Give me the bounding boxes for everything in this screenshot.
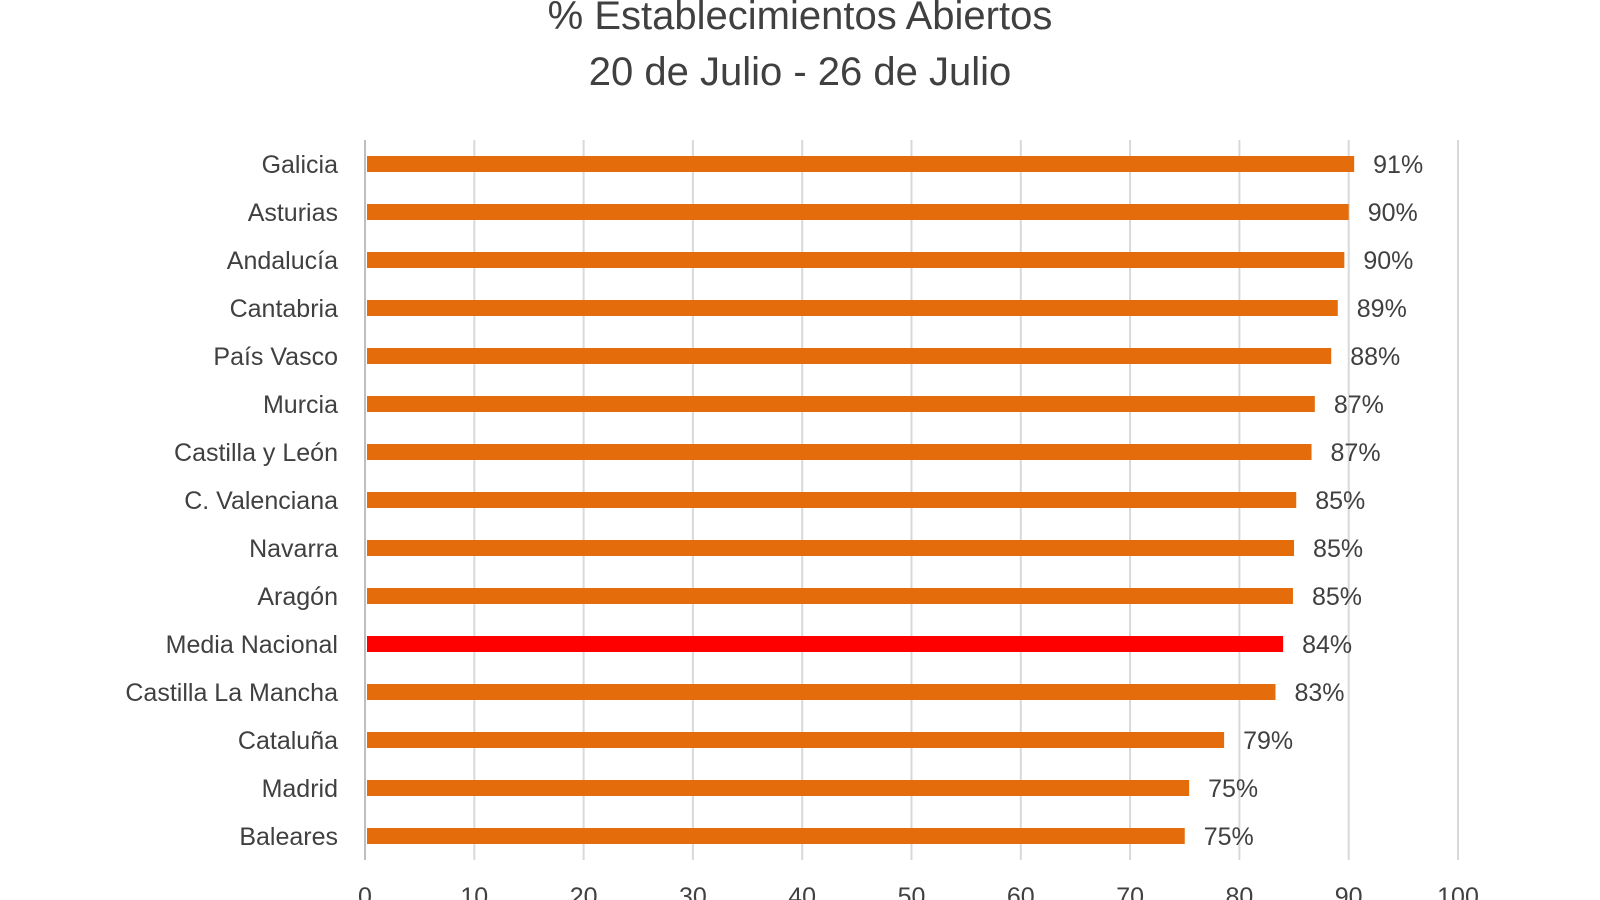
category-label: Castilla La Mancha [125,679,338,707]
value-label: 75% [1208,775,1258,803]
bar [367,780,1190,796]
x-tick-label: 90 [1335,883,1363,900]
category-label: Cataluña [238,727,338,755]
x-tick-label: 10 [460,883,488,900]
x-axis-tick-labels: 0 10 20 30 40 50 60 70 80 90 100 [358,883,1479,900]
bar [367,492,1297,508]
value-label: 79% [1243,727,1293,755]
bar [367,204,1349,220]
value-label: 87% [1334,391,1384,419]
value-labels: 91% 90% 90% 89% 88% 87% 87% 85% 85% 85% 84% 83%79% 7… [1204,151,1423,851]
value-label: 85% [1312,583,1362,611]
x-tick-label: 100 [1437,883,1479,900]
bar [367,300,1338,316]
category-label: Asturias [248,199,338,227]
category-label: Navarra [249,535,338,563]
category-labels: Galicia Asturias Andalucía Cantabria País Va… [125,151,338,851]
x-tick-label: 40 [788,883,816,900]
chart-subtitle: 20 de Julio - 26 de Julio [588,50,1012,94]
value-label: 90% [1368,199,1418,227]
bar [367,828,1185,844]
value-label: 83% [1294,679,1344,707]
bars [367,156,1355,844]
bar [367,396,1315,412]
bar [367,588,1293,604]
bar [367,732,1225,748]
value-label: 87% [1331,439,1381,467]
bar [367,684,1276,700]
x-tick-label: 50 [898,883,926,900]
bar [367,156,1355,172]
category-label: Murcia [263,391,338,419]
x-tick-label: 70 [1116,883,1144,900]
value-label: 90% [1363,247,1413,275]
x-tick-label: 20 [570,883,598,900]
category-label: C. Valenciana [184,487,338,515]
category-label: Andalucía [227,247,338,275]
value-label: 75% [1204,823,1254,851]
category-label: Castilla y León [174,439,338,467]
category-label: Aragón [257,583,338,611]
value-label: 88% [1350,343,1400,371]
chart-title: % Establecimientos Abiertos [547,0,1053,38]
category-label: Media Nacional [166,631,338,659]
bar [367,444,1312,460]
value-label: 85% [1315,487,1365,515]
value-label: 91% [1373,151,1423,179]
x-tick-label: 0 [358,883,372,900]
category-label: Galicia [262,151,339,179]
x-tick-label: 60 [1007,883,1035,900]
bar [367,348,1332,364]
bar [367,252,1345,268]
x-tick-label: 30 [679,883,707,900]
value-label: 85% [1313,535,1363,563]
x-tick-label: 80 [1225,883,1253,900]
category-label: Madrid [262,775,338,803]
category-label: Cantabria [230,295,338,323]
value-label: 89% [1357,295,1407,323]
value-label: 84% [1302,631,1352,659]
bar [367,636,1284,652]
bar [367,540,1295,556]
category-label: País Vasco [213,343,338,371]
category-label: Baleares [239,823,338,851]
